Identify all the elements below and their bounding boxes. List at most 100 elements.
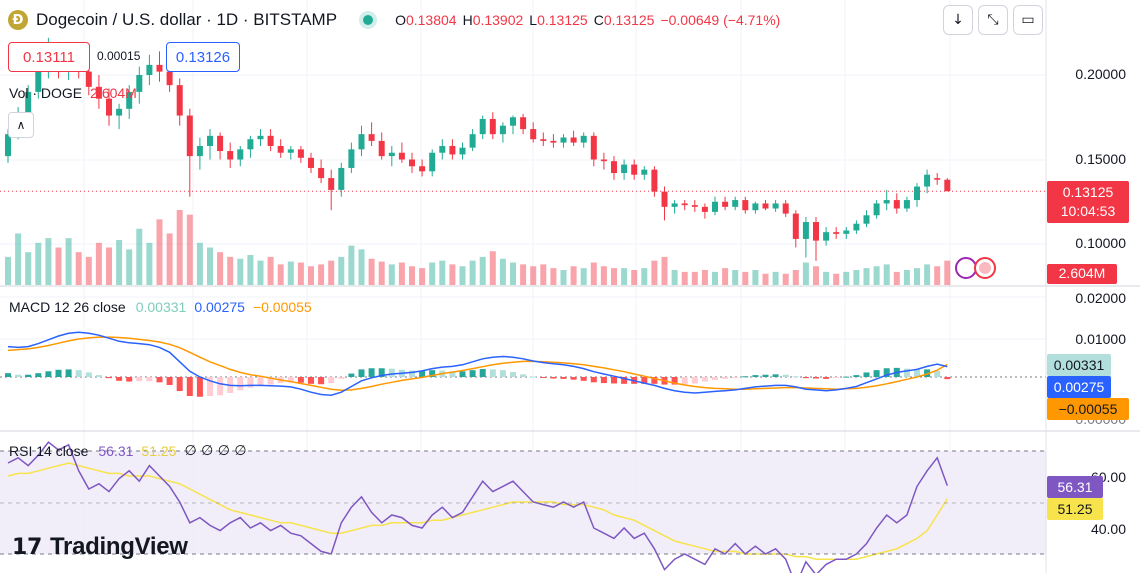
dogecoin-icon: Ð [8, 10, 28, 30]
macd-histogram-bar [833, 377, 840, 378]
candle-body [257, 135, 264, 140]
macd-histogram-bar [35, 373, 42, 377]
close-value: 0.13125 [603, 12, 655, 28]
volume-bar [297, 262, 304, 285]
macd-histogram-bar [732, 377, 739, 378]
candle-body [802, 222, 809, 239]
macd-histogram-bar [772, 374, 779, 377]
candle-body [903, 200, 910, 209]
volume-legend[interactable]: Vol · DOGE 2.604M [9, 85, 137, 101]
volume-bar [257, 260, 264, 285]
volume-bar [287, 261, 294, 285]
macd-histogram-bar [560, 377, 567, 379]
volume-bar [752, 270, 759, 285]
volume-bar [358, 249, 365, 285]
volume-bar [5, 256, 11, 285]
volume-bar [247, 255, 254, 285]
chevron-up-icon: ∧ [16, 118, 26, 132]
macd-histogram-bar [540, 377, 547, 378]
macd-histogram-bar [429, 370, 436, 377]
candle-body [348, 149, 355, 168]
candle-body [732, 200, 739, 207]
candle-body [540, 139, 547, 141]
volume-bar [813, 266, 819, 285]
macd-histogram-bar [237, 377, 244, 391]
candle-body [328, 178, 335, 190]
ohlc-values: O 0.13804 H 0.13902 L 0.13125 C 0.13125 … [395, 12, 786, 28]
candle-body [510, 117, 516, 126]
fullscreen-button[interactable]: ⤡ [978, 5, 1008, 35]
volume-bar [196, 242, 203, 285]
symbol-title[interactable]: Dogecoin / U.S. dollar · 1D · BITSTAMP [36, 10, 338, 29]
candle-body [449, 145, 456, 155]
candle-body [95, 86, 102, 99]
rsi-legend[interactable]: RSI 14 close 56.31 51.25 ∅ ∅ ∅ ∅ [9, 443, 247, 459]
macd-legend[interactable]: MACD 12 26 close 0.00331 0.00275 −0.0005… [9, 299, 312, 315]
macd-histogram-bar [95, 375, 102, 377]
sell-price-button[interactable]: 0.13111 [8, 42, 90, 72]
macd-histogram-bar [116, 377, 123, 381]
volume-bar [95, 242, 102, 285]
candle-body [742, 200, 749, 211]
candle-body [762, 203, 769, 209]
macd-signal-tag: −0.00055 [1047, 398, 1129, 420]
volume-bar [207, 247, 213, 285]
tradingview-logo[interactable]: 17 TradingView [12, 533, 188, 561]
macd-histogram-bar [146, 377, 153, 382]
candle-body [35, 71, 42, 92]
candle-body [267, 135, 274, 146]
macd-histogram-bar [782, 374, 789, 377]
price-tick: 0.10000 [1075, 235, 1126, 251]
volume-bar [530, 266, 537, 285]
volume-bar [843, 271, 850, 285]
price-tick: 0.20000 [1075, 66, 1126, 82]
close-label: C [593, 12, 604, 28]
candle-body [934, 178, 941, 180]
macd-histogram-bar [873, 370, 880, 377]
macd-histogram-bar [5, 373, 11, 377]
macd-legend-label: MACD 12 26 close [9, 299, 126, 315]
macd-histogram-bar [247, 377, 254, 388]
volume-bar [277, 264, 284, 285]
candle-body [368, 134, 375, 141]
download-icon: ↓ [952, 12, 964, 28]
macd-histogram-bar [853, 375, 860, 377]
macd-line-tag: 0.00275 [1047, 376, 1111, 398]
open-value: 0.13804 [405, 12, 457, 28]
volume-bar [459, 266, 466, 285]
macd-histogram [0, 367, 1046, 397]
candle-body [701, 206, 708, 212]
rsi-legend-label: RSI 14 close [9, 443, 89, 459]
candle-body [580, 135, 587, 143]
snapshot-button[interactable]: ▭ [1013, 5, 1043, 35]
volume-bar [75, 252, 82, 285]
macd-histogram-bar [136, 377, 143, 382]
volume-bar [570, 266, 577, 285]
candle-body [116, 108, 123, 116]
volume-bar [802, 262, 809, 285]
macd-histogram-bar [944, 377, 951, 380]
bar-countdown: 10:04:53 [1060, 203, 1116, 219]
candle-body [429, 152, 436, 172]
candle-body [439, 145, 446, 153]
candle-body [661, 191, 668, 207]
volume-bar [469, 260, 476, 285]
collapse-legend-button[interactable]: ∧ [8, 112, 34, 138]
macd-histogram-bar [823, 377, 830, 379]
macd-histogram-bar [287, 377, 294, 383]
candle-body [106, 98, 112, 116]
macd-histogram-bar [530, 376, 537, 378]
macd-legend-signal: −0.00055 [252, 299, 312, 315]
buy-price-button[interactable]: 0.13126 [166, 42, 240, 72]
macd-histogram-bar [25, 374, 32, 377]
macd-histogram-bar [934, 370, 941, 377]
volume-bar [267, 256, 274, 285]
download-button[interactable]: ↓ [943, 5, 973, 35]
volume-legend-value: 2.604M [90, 85, 137, 101]
candle-body [388, 152, 395, 157]
macd-histogram-bar [409, 370, 415, 377]
candle-body [166, 71, 173, 86]
volume-bar [176, 210, 183, 285]
